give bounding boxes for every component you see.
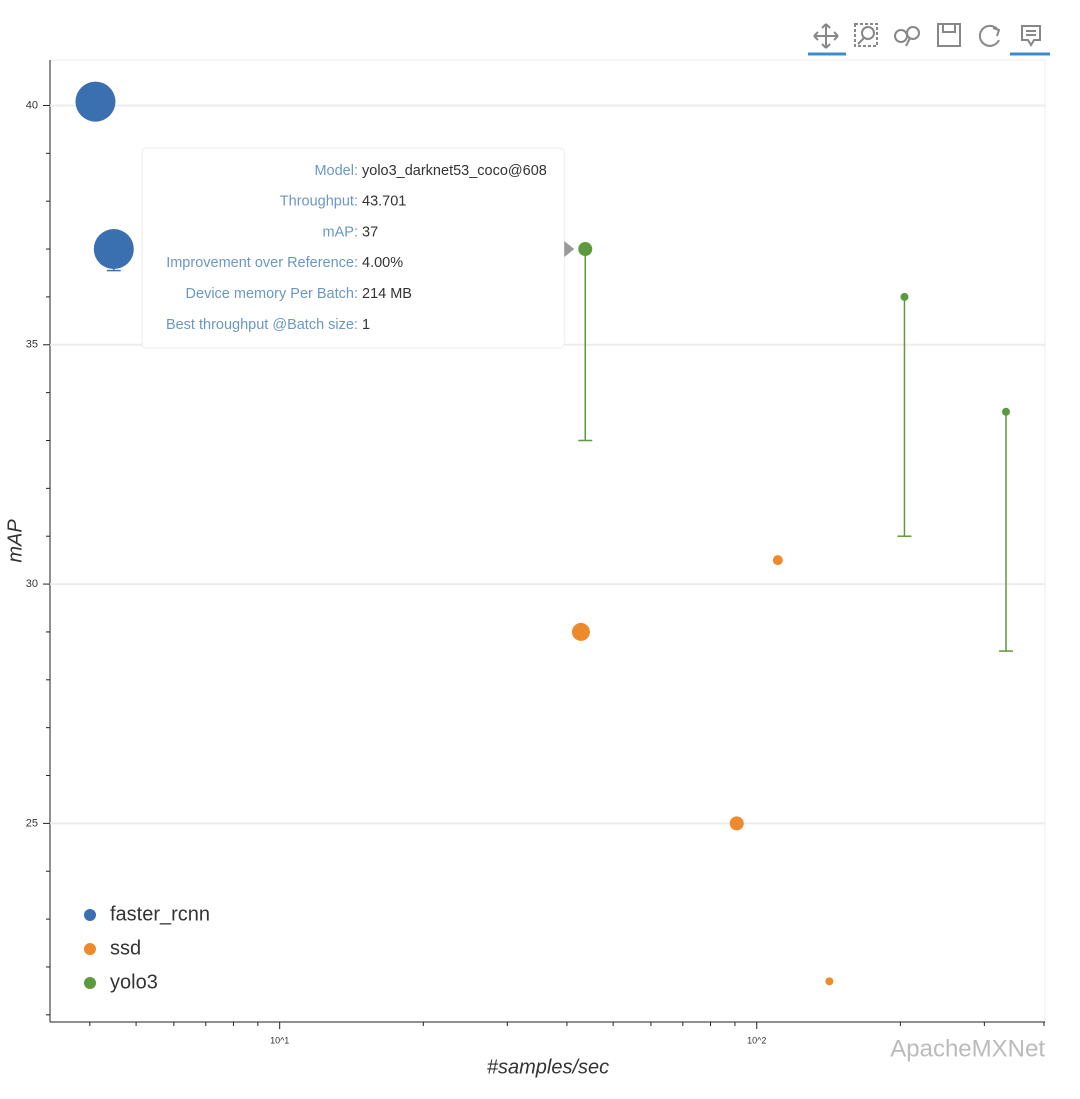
hover-tool[interactable]: [1010, 25, 1050, 56]
tooltip-value: 37: [362, 224, 378, 240]
tooltip-value: yolo3_darknet53_coco@608: [362, 163, 547, 179]
tooltip-pointer: [564, 241, 575, 258]
y-tick-label: 35: [26, 339, 38, 351]
y-tick-label: 25: [26, 817, 38, 829]
legend-swatch: [84, 977, 96, 989]
tooltip-value: 43.701: [362, 194, 406, 210]
x-axis-label: #samples/sec: [487, 1056, 609, 1078]
point: [729, 816, 744, 831]
point: [75, 81, 116, 122]
tooltip-box: [141, 147, 565, 349]
tooltip: Model: yolo3_darknet53_coco@608Throughput…: [141, 147, 575, 349]
legend-label: faster_rcnn: [110, 903, 210, 925]
x-tick-label: 10^1: [270, 1035, 289, 1045]
y-tick-label: 30: [26, 578, 38, 590]
point: [900, 292, 909, 301]
x-tick-label: 10^2: [747, 1035, 766, 1045]
y-axis-label: mAP: [4, 519, 26, 563]
watermark: ApacheMXNet: [890, 1035, 1045, 1062]
point: [93, 229, 134, 270]
tooltip-label: Improvement over Reference:: [166, 255, 358, 271]
reset-tool[interactable]: [978, 24, 1001, 47]
point: [571, 622, 590, 641]
legend-label: ssd: [110, 937, 141, 959]
box-zoom-tool[interactable]: [854, 23, 878, 47]
legend-label: yolo3: [110, 971, 158, 993]
tooltip-label: Best throughput @Batch size:: [166, 317, 358, 333]
legend-swatch: [84, 909, 96, 921]
save-tool[interactable]: [937, 23, 961, 47]
point: [1001, 407, 1010, 416]
pan-tool[interactable]: [808, 23, 846, 56]
y-tick-label: 40: [26, 99, 38, 111]
point: [578, 242, 593, 257]
tooltip-label: Model:: [314, 163, 358, 179]
legend-swatch: [84, 943, 96, 955]
tooltip-value: 214 MB: [362, 286, 412, 302]
toolbar[interactable]: [808, 23, 1050, 56]
tooltip-value: 4.00%: [362, 255, 403, 271]
tooltip-label: Throughput:: [280, 194, 358, 210]
point: [825, 977, 834, 986]
wheel-zoom-tool[interactable]: [894, 26, 920, 47]
tooltip-label: mAP:: [323, 224, 358, 240]
point: [772, 555, 783, 566]
tooltip-value: 1: [362, 317, 370, 333]
tooltip-label: Device memory Per Batch:: [186, 286, 358, 302]
